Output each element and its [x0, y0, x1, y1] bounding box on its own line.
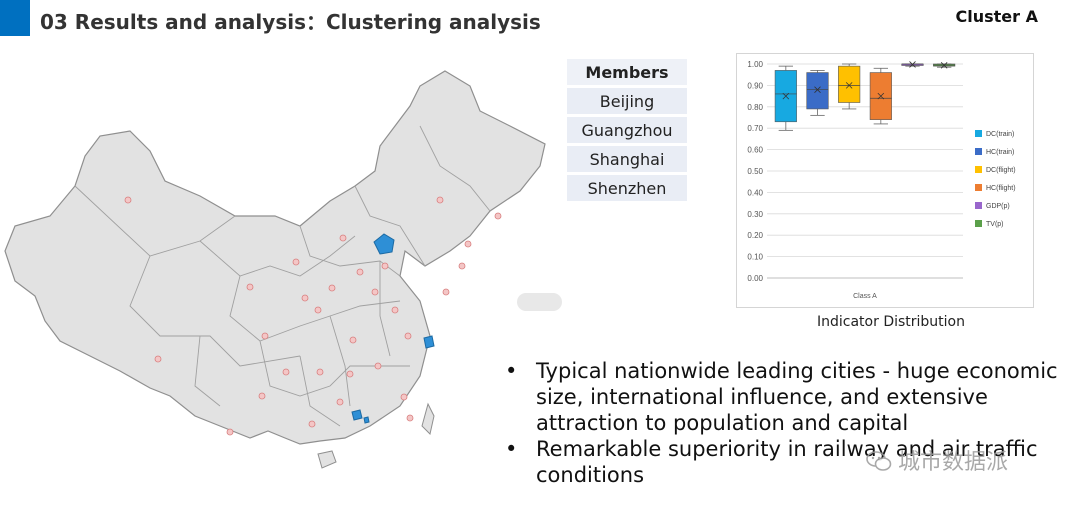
mean-marker [814, 86, 821, 93]
legend-label: DC(train) [986, 131, 1014, 138]
legend-label: TV(p) [986, 221, 1004, 228]
mean-marker [877, 92, 885, 100]
shenzhen-region [363, 416, 370, 424]
indicator-chart: 0.00 0.10 0.20 0.30 0.40 0.50 0.60 0.70 0.80 0.90… [736, 53, 1034, 308]
mean-marker [845, 82, 853, 89]
legend-swatch [975, 202, 982, 209]
mean-marker [940, 62, 948, 69]
y-tick-label: 0.60 [747, 146, 763, 155]
legend-swatch [975, 148, 982, 155]
y-tick-label: 0.50 [747, 167, 763, 176]
legend-label: GDP(p) [986, 203, 1010, 210]
highlighted-cities [351, 233, 435, 424]
legend-swatch [975, 130, 982, 137]
title-accent-bar [0, 0, 30, 36]
legend-swatch [975, 166, 982, 173]
china-map [0, 66, 560, 476]
legend-label: DC(flight) [986, 167, 1016, 174]
members-table: Members Beijing Guangzhou Shanghai Shenz… [567, 56, 687, 204]
finding-item: Remarkable superiority in railway and ai… [505, 436, 1080, 488]
province-borders [74, 125, 491, 427]
member-item: Shanghai [567, 146, 687, 172]
map-mainland [4, 70, 546, 445]
findings-list: Typical nationwide leading cities - huge… [505, 358, 1080, 488]
y-tick-label: 0.70 [747, 124, 763, 133]
map-hainan [317, 450, 337, 469]
legend-label: HC(flight) [986, 185, 1016, 192]
y-tick-label: 0.40 [747, 188, 763, 197]
box [838, 65, 861, 103]
guangzhou-region [351, 409, 363, 421]
shanghai-region [423, 335, 435, 349]
legend-label: HC(train) [986, 149, 1014, 156]
member-item: Guangzhou [567, 117, 687, 143]
y-tick-label: 0.90 [747, 81, 763, 90]
slide-scroll-indicator[interactable] [517, 293, 562, 311]
y-tick-label: 0.20 [747, 231, 763, 240]
mean-marker [782, 92, 790, 100]
finding-item: Typical nationwide leading cities - huge… [505, 358, 1080, 436]
beijing-region [373, 233, 395, 255]
box [806, 72, 829, 110]
x-category-label: Class A [853, 293, 877, 300]
chart-caption: Indicator Distribution [817, 314, 965, 330]
indicator-chart-svg: 0.00 0.10 0.20 0.30 0.40 0.50 0.60 0.70 0.80 0.90… [747, 60, 1016, 300]
y-tick-label: 0.80 [747, 103, 763, 112]
y-tick-label: 1.00 [747, 60, 763, 69]
page-title: 03 Results and analysis：Clustering analy… [40, 10, 541, 34]
china-map-svg [4, 70, 546, 469]
mean-marker [909, 61, 916, 68]
members-header: Members [567, 59, 687, 85]
legend-swatch [975, 220, 982, 227]
watermark: 城市数据派 [866, 444, 1008, 476]
wechat-icon [866, 451, 892, 471]
map-taiwan [421, 402, 435, 435]
member-item: Beijing [567, 88, 687, 114]
legend-swatch [975, 184, 982, 191]
cluster-label: Cluster A [955, 7, 1038, 26]
y-tick-label: 0.10 [747, 253, 763, 262]
watermark-text: 城市数据派 [898, 450, 1009, 475]
member-item: Shenzhen [567, 175, 687, 201]
y-tick-label: 0.30 [747, 210, 763, 219]
y-tick-label: 0.00 [747, 274, 763, 283]
city-markers [124, 196, 502, 436]
